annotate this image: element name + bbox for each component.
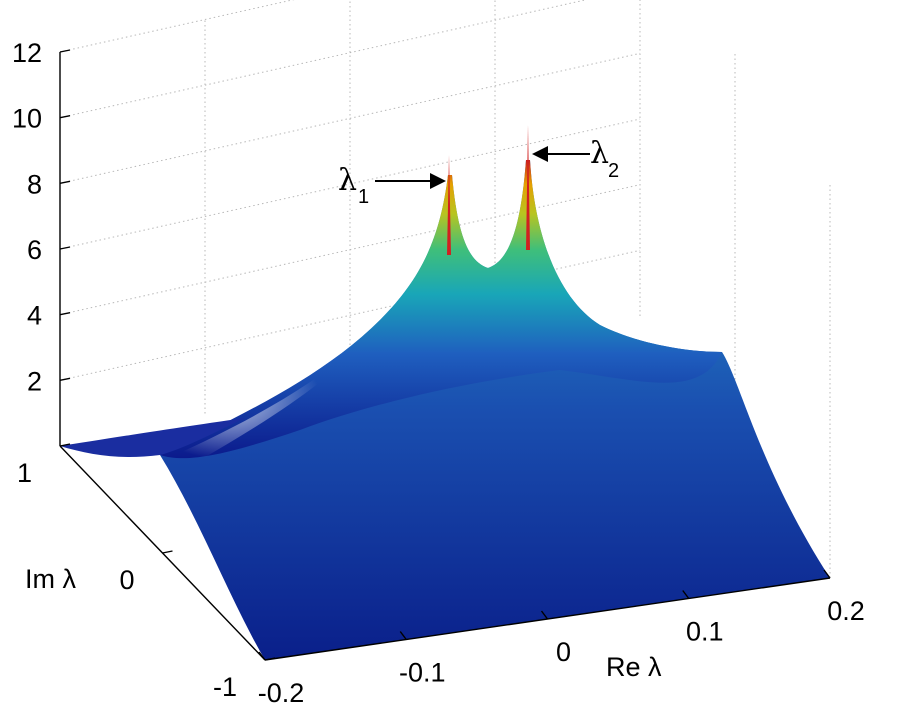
z-tick-label: 8 xyxy=(27,169,42,199)
surface-highlight xyxy=(175,345,360,460)
z-tick-mark xyxy=(59,49,71,53)
re-tick-mark xyxy=(258,651,266,661)
annotation-lambda-2: λ 2 xyxy=(532,136,619,182)
re-tick-label: 0.1 xyxy=(686,617,724,647)
im-tick-mark xyxy=(264,657,276,661)
z-tick-mark xyxy=(59,377,71,382)
re-tick-mark xyxy=(540,610,549,620)
z-tick-label: 10 xyxy=(12,104,42,134)
z-tick-label: 2 xyxy=(27,366,42,396)
re-axis-label: Re λ xyxy=(606,652,662,682)
re-tick-mark xyxy=(682,590,690,599)
annotation-lambda-2-label: λ xyxy=(590,136,609,171)
z-gridline xyxy=(59,52,641,184)
re-tick-label: -0.2 xyxy=(258,678,305,708)
z-tick-label: 4 xyxy=(27,301,42,331)
re-tick-mark xyxy=(823,569,831,579)
surface-mesh xyxy=(60,125,830,660)
z-tick-mark xyxy=(59,246,71,250)
annotation-lambda-1: λ 1 xyxy=(338,163,446,208)
im-tick-mark xyxy=(59,443,71,447)
re-tick-label: 0 xyxy=(556,637,571,667)
annotation-lambda-2-arrowhead xyxy=(532,146,548,162)
z-tick-mark xyxy=(59,311,71,316)
annotation-lambda-2-subscript: 2 xyxy=(608,160,619,182)
im-tick-mark xyxy=(162,550,173,554)
z-tick-label: 6 xyxy=(27,235,42,265)
annotation-lambda-1-arrowhead xyxy=(430,173,446,189)
z-gridline xyxy=(59,118,641,250)
re-tick-mark xyxy=(399,631,407,640)
im-tick-label: -1 xyxy=(213,672,237,702)
annotation-lambda-1-subscript: 1 xyxy=(358,186,369,208)
peak-spike-1 xyxy=(447,155,451,255)
z-tick-mark xyxy=(59,114,71,119)
z-tick-mark xyxy=(59,180,71,185)
surface-left-wing xyxy=(60,418,245,457)
im-axis-label: Im λ xyxy=(25,564,76,594)
surface-front-face xyxy=(60,160,830,660)
annotation-lambda-1-label: λ xyxy=(338,163,357,198)
re-tick-label: -0.1 xyxy=(399,658,446,688)
im-tick-label: 0 xyxy=(119,565,134,595)
z-tick-label: 12 xyxy=(12,38,42,68)
peak-spike-2 xyxy=(526,125,530,250)
surface-top-region xyxy=(160,160,722,459)
im-tick-label: 1 xyxy=(17,458,32,488)
re-tick-label: 0.2 xyxy=(827,596,865,626)
z-gridline xyxy=(59,0,588,119)
z-gridline xyxy=(59,0,295,53)
